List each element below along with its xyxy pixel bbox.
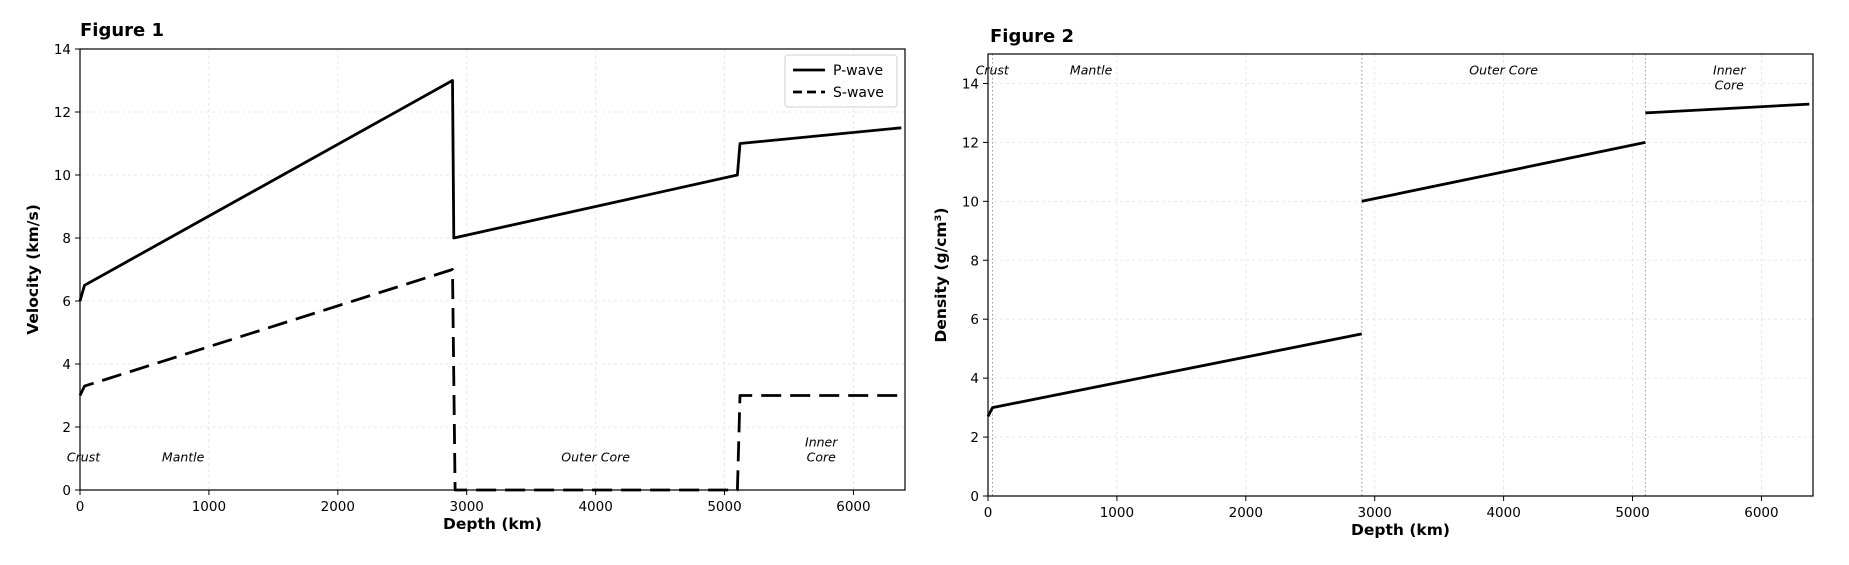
region-label: Mantle xyxy=(162,450,205,465)
y-tick-label: 2 xyxy=(970,430,979,446)
region-label: Outer Core xyxy=(1469,63,1538,78)
y-tick-label: 6 xyxy=(970,312,979,328)
density-line xyxy=(1645,102,1810,115)
x-tick-label: 4000 xyxy=(1486,505,1520,521)
x-tick-label: 2000 xyxy=(1229,505,1263,521)
y-tick-label: 10 xyxy=(962,194,979,210)
y-tick-label: 8 xyxy=(62,231,71,247)
x-tick-label: 1000 xyxy=(1100,505,1134,521)
x-tick-label: 0 xyxy=(984,505,993,521)
region-label: Mantle xyxy=(1070,63,1113,78)
velocity-chart: Figure 1 0 1000 2000 3000 4000 5000 6000 0 2 4 6 8 10… xyxy=(24,20,906,533)
legend-box xyxy=(784,54,898,108)
region-label: Outer Core xyxy=(561,450,630,465)
y-tick-label: 14 xyxy=(962,76,979,92)
x-axis-label: Depth (km) xyxy=(1351,521,1450,539)
region-label: Crust xyxy=(976,63,1010,78)
density-line xyxy=(986,332,1363,418)
y-tick-label: 4 xyxy=(970,371,979,387)
plot-frame xyxy=(79,48,906,491)
region-label: Core xyxy=(1715,78,1745,93)
y-tick-label: 12 xyxy=(54,105,71,121)
x-tick-label: 1000 xyxy=(192,499,226,515)
y-tick-label: 14 xyxy=(54,42,71,58)
y-tick-label: 2 xyxy=(62,420,71,436)
y-tick-label: 0 xyxy=(970,489,979,505)
plot-frame xyxy=(987,53,1814,497)
region-label: Inner xyxy=(1713,63,1746,78)
y-axis-label: Density (g/cm³) xyxy=(932,208,950,343)
density-line xyxy=(1361,141,1646,203)
x-tick-label: 5000 xyxy=(707,499,741,515)
region-label: Core xyxy=(807,450,837,465)
y-tick-label: 0 xyxy=(62,483,71,499)
region-label: Inner xyxy=(805,435,838,450)
y-axis-label: Velocity (km/s) xyxy=(24,204,42,335)
x-tick-label: 3000 xyxy=(1358,505,1392,521)
legend-label: S-wave xyxy=(833,85,884,101)
region-label: Crust xyxy=(67,450,101,465)
y-tick-label: 8 xyxy=(970,253,979,269)
p-wave-line xyxy=(78,79,902,302)
y-tick-label: 12 xyxy=(962,135,979,151)
y-tick-label: 4 xyxy=(62,357,71,373)
x-tick-label: 5000 xyxy=(1615,505,1649,521)
x-tick-label: 6000 xyxy=(1744,505,1778,521)
y-tick-label: 10 xyxy=(54,168,71,184)
x-tick-label: 4000 xyxy=(578,499,612,515)
figure-title: Figure 1 xyxy=(80,20,164,41)
density-chart: Figure 2 0 1000 2000 3000 4000 5000 6000 0 2 4 6 8 10… xyxy=(932,26,1814,539)
y-tick-label: 6 xyxy=(62,294,71,310)
x-axis-label: Depth (km) xyxy=(443,515,542,533)
x-tick-label: 0 xyxy=(76,499,85,515)
x-tick-label: 3000 xyxy=(450,499,484,515)
x-tick-label: 2000 xyxy=(321,499,355,515)
figure-title: Figure 2 xyxy=(990,26,1074,47)
x-tick-label: 6000 xyxy=(836,499,870,515)
legend-label: P-wave xyxy=(833,63,883,79)
